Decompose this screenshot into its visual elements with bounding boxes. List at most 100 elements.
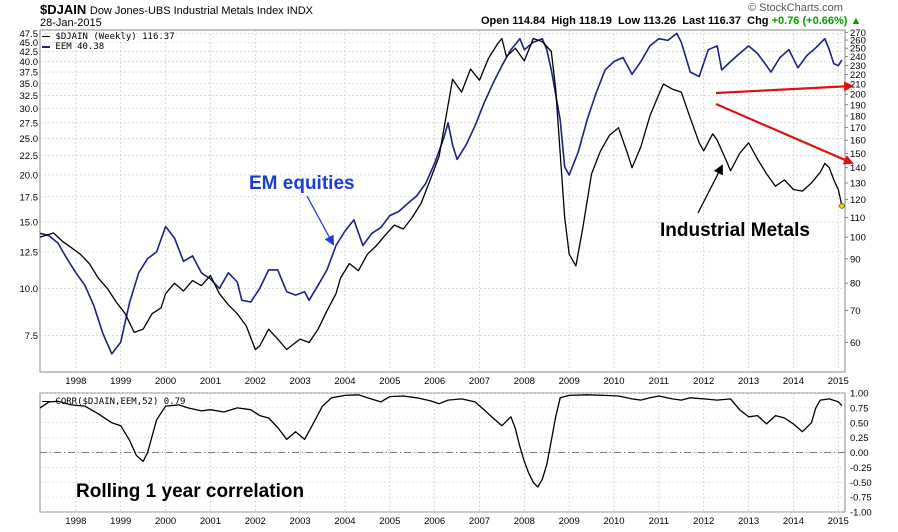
right-tick-label: 210 xyxy=(850,80,866,91)
right-tick-label: 120 xyxy=(850,195,866,206)
x-tick-label: 2009 xyxy=(559,376,580,387)
right-tick-label: 250 xyxy=(850,44,866,55)
x-tick-label-lower: 2011 xyxy=(649,516,669,527)
x-tick-label: 1998 xyxy=(65,376,86,387)
annotation-em-equities: EM equities xyxy=(249,173,355,194)
corr-tick-label: -0.50 xyxy=(850,478,872,489)
right-tick-label: 140 xyxy=(850,163,866,174)
x-tick-label-lower: 2009 xyxy=(559,516,580,527)
legend-djain: $DJAIN (Weekly) 116.37 xyxy=(42,32,175,42)
x-tick-label-lower: 2010 xyxy=(603,516,624,527)
left-tick-label: 40.0 xyxy=(20,57,39,68)
left-tick-label: 45.0 xyxy=(20,38,39,49)
x-tick-label: 2011 xyxy=(649,376,669,387)
x-tick-label: 2015 xyxy=(828,376,849,387)
chart-title: $DJAIN Dow Jones-UBS Industrial Metals I… xyxy=(40,2,314,17)
left-tick-label: 35.0 xyxy=(20,79,39,90)
right-tick-label: 160 xyxy=(850,136,866,147)
arrow-em-equities xyxy=(306,195,334,246)
source-watermark: © StockCharts.com xyxy=(748,2,843,14)
right-tick-label: 100 xyxy=(850,233,866,244)
right-tick-label: 150 xyxy=(850,149,866,160)
x-tick-label: 2006 xyxy=(424,376,445,387)
left-tick-label: 37.5 xyxy=(20,68,39,79)
legend-corr: CORR($DJAIN,EEM,52) 0.79 xyxy=(42,397,185,407)
corr-tick-label: 0.25 xyxy=(850,433,869,444)
left-tick-label: 32.5 xyxy=(20,91,39,102)
price-panel-frame xyxy=(39,29,846,373)
corr-tick-label: 1.00 xyxy=(850,389,869,400)
x-tick-label: 2005 xyxy=(379,376,400,387)
x-tick-label: 2014 xyxy=(783,376,804,387)
x-tick-label-lower: 2012 xyxy=(693,516,714,527)
x-tick-label: 2012 xyxy=(693,376,714,387)
left-tick-label: 10.0 xyxy=(20,284,39,295)
right-tick-label: 240 xyxy=(850,52,866,63)
right-tick-label: 220 xyxy=(850,70,866,81)
x-tick-label-lower: 2001 xyxy=(200,516,221,527)
right-tick-label: 110 xyxy=(850,213,865,224)
x-tick-label-lower: 1998 xyxy=(65,516,86,527)
x-tick-label-lower: 2006 xyxy=(424,516,445,527)
x-tick-label-lower: 2000 xyxy=(155,516,176,527)
left-tick-label: 25.0 xyxy=(20,134,39,145)
arrow-metals-trend xyxy=(715,102,854,165)
last-value-marker xyxy=(839,203,845,209)
series-eem-line xyxy=(39,32,843,355)
right-tick-label: 170 xyxy=(850,123,866,134)
x-tick-label-lower: 2004 xyxy=(334,516,355,527)
x-tick-label: 2007 xyxy=(469,376,490,387)
left-tick-label: 7.5 xyxy=(25,331,38,342)
quote-summary: Open 114.84 High 118.19 Low 113.26 Last … xyxy=(481,15,862,27)
x-tick-label: 1999 xyxy=(110,376,131,387)
left-tick-label: 42.5 xyxy=(20,47,39,58)
series-djain-line xyxy=(39,37,843,351)
right-tick-label: 130 xyxy=(850,179,866,190)
left-tick-label: 20.0 xyxy=(20,170,39,181)
right-tick-label: 70 xyxy=(850,306,861,317)
arrow-industrial-metals xyxy=(697,164,723,214)
x-tick-label-lower: 1999 xyxy=(110,516,131,527)
right-tick-label: 270 xyxy=(850,28,866,39)
x-tick-label: 2010 xyxy=(603,376,624,387)
left-tick-label: 27.5 xyxy=(20,118,39,129)
x-tick-label: 2000 xyxy=(155,376,176,387)
corr-tick-label: -1.00 xyxy=(850,508,872,519)
right-tick-label: 230 xyxy=(850,61,866,72)
right-tick-label: 60 xyxy=(850,338,861,349)
x-tick-label-lower: 2003 xyxy=(290,516,311,527)
right-tick-label: 260 xyxy=(850,36,866,47)
x-tick-label-lower: 2005 xyxy=(379,516,400,527)
x-tick-label-lower: 2008 xyxy=(514,516,535,527)
right-tick-label: 180 xyxy=(850,111,866,122)
x-tick-label: 2013 xyxy=(738,376,759,387)
x-tick-label-lower: 2007 xyxy=(469,516,490,527)
annotation-rolling-correlation: Rolling 1 year correlation xyxy=(76,481,305,502)
right-tick-label: 200 xyxy=(850,90,866,101)
left-tick-label: 22.5 xyxy=(20,151,39,162)
left-tick-label: 15.0 xyxy=(20,218,39,229)
x-tick-label: 2008 xyxy=(514,376,535,387)
corr-tick-label: 0.75 xyxy=(850,403,869,414)
x-tick-label-lower: 2013 xyxy=(738,516,759,527)
legend-eem: EEM 40.38 xyxy=(42,42,104,52)
right-tick-label: 190 xyxy=(850,100,866,111)
x-tick-label: 2002 xyxy=(245,376,266,387)
x-tick-label-lower: 2014 xyxy=(783,516,804,527)
left-tick-label: 47.5 xyxy=(20,29,39,40)
x-tick-label: 2003 xyxy=(290,376,311,387)
left-tick-label: 30.0 xyxy=(20,104,39,115)
chart-date: 28-Jan-2015 xyxy=(40,17,102,29)
x-tick-label-lower: 2002 xyxy=(245,516,266,527)
left-tick-label: 12.5 xyxy=(20,247,39,258)
corr-tick-label: -0.75 xyxy=(850,493,872,504)
arrow-eem-trend xyxy=(715,81,854,95)
series-correlation-line xyxy=(39,394,843,488)
right-tick-label: 80 xyxy=(850,279,861,290)
corr-tick-label: 0.00 xyxy=(850,448,869,459)
corr-tick-label: -0.25 xyxy=(850,463,872,474)
x-tick-label-lower: 2015 xyxy=(828,516,849,527)
left-tick-label: 17.5 xyxy=(20,192,39,203)
corr-tick-label: 0.50 xyxy=(850,418,869,429)
